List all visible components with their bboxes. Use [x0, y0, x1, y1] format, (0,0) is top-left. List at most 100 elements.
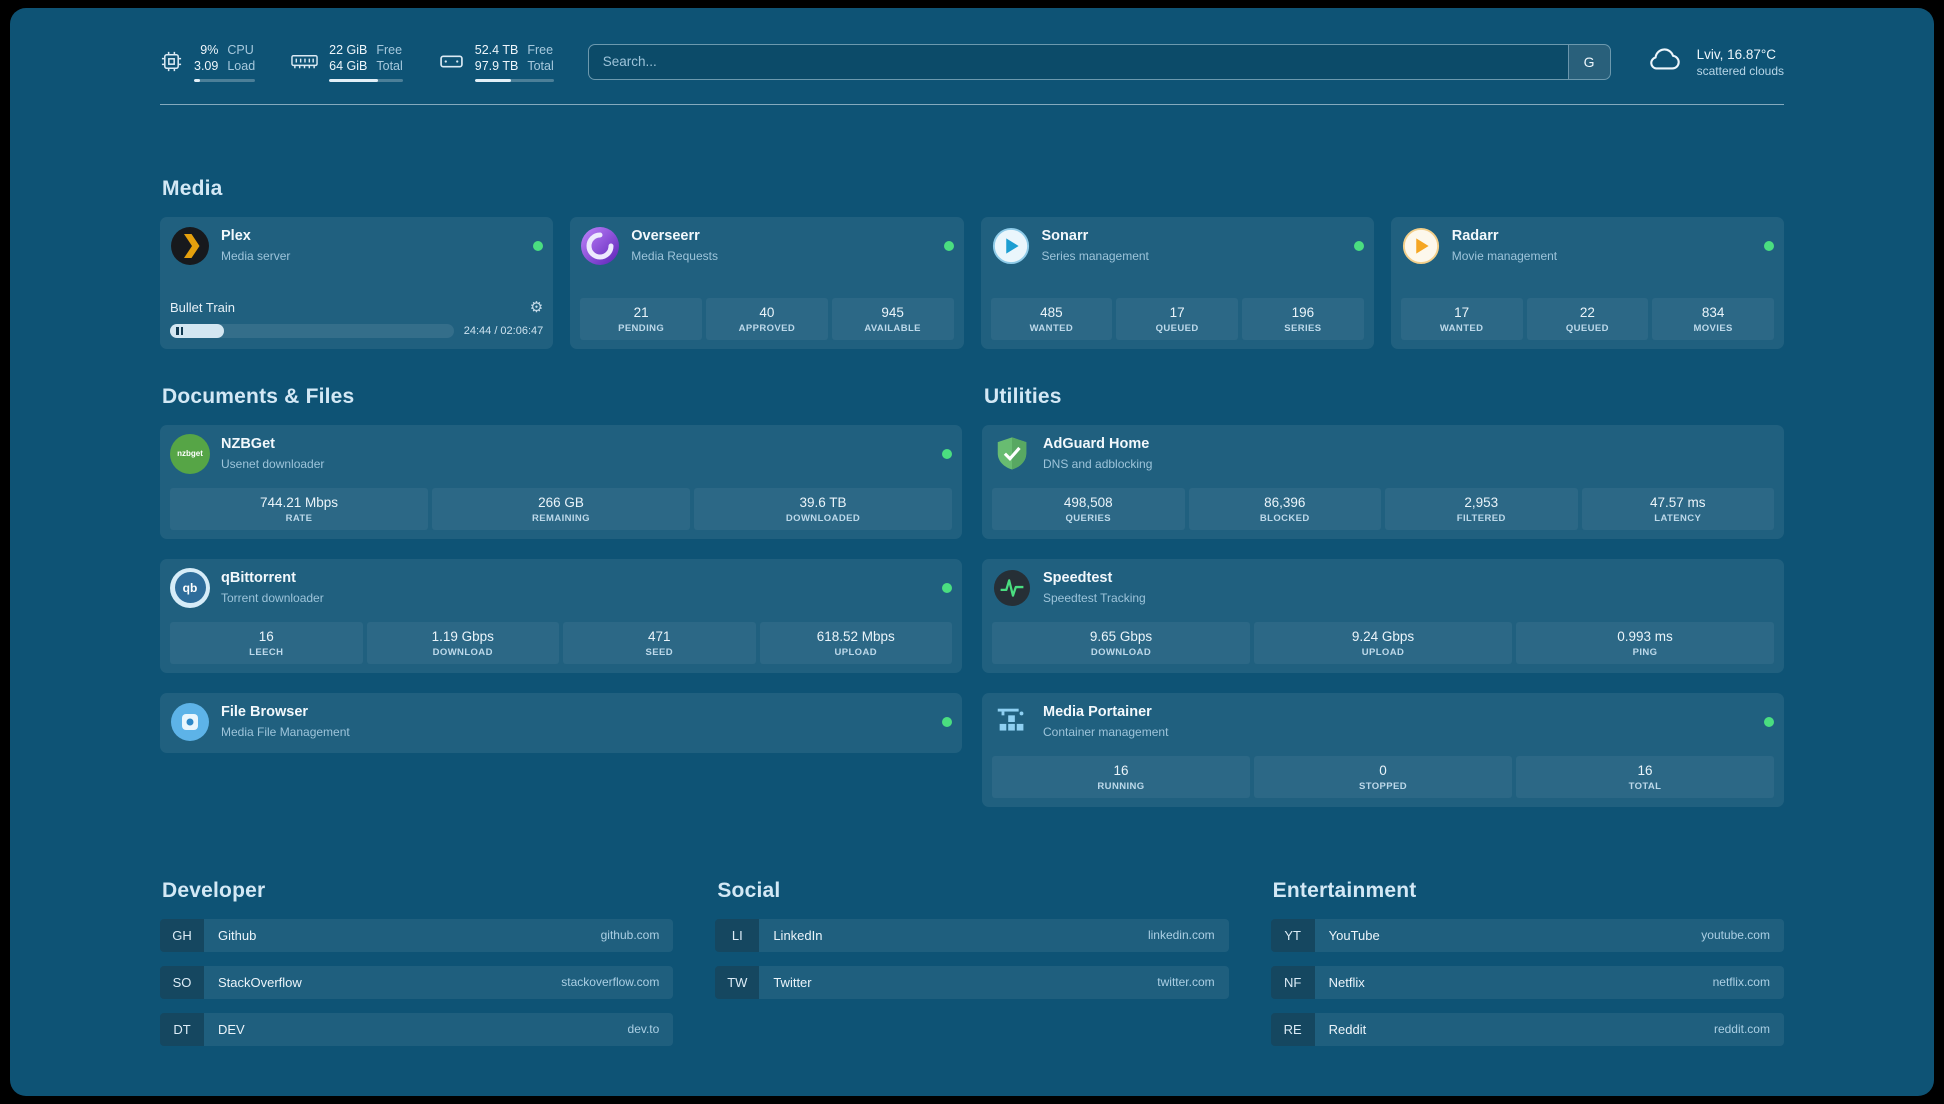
section-title-social: Social [717, 878, 781, 902]
memory-free-value: 22 GiB [329, 43, 368, 57]
topbar-divider [160, 103, 1784, 105]
filebrowser-icon [170, 702, 210, 742]
bookmark-abbr: TW [715, 965, 760, 999]
weather-widget[interactable]: Lviv, 16.87°C scattered clouds [1645, 44, 1784, 79]
disk-free-label: Free [527, 43, 554, 57]
section-title-entertainment: Entertainment [1272, 878, 1417, 902]
resource-widgets: 9% 3.09 CPU Load [160, 42, 554, 82]
service-subtitle: Movie management [1451, 248, 1558, 263]
adguard-icon [992, 434, 1032, 474]
playback-progress-bar[interactable] [170, 323, 454, 338]
bookmark-stackoverflow[interactable]: SO StackOverflow stackoverflow.com [160, 965, 674, 999]
service-name: Overseerr [631, 228, 700, 245]
radarr-icon [1401, 226, 1441, 266]
memory-total-value: 64 GiB [329, 59, 368, 74]
cloud-icon [1645, 44, 1685, 79]
service-subtitle: Media File Management [221, 724, 350, 739]
cpu-load-label: Load [227, 59, 256, 74]
bookmark-domain: twitter.com [1157, 975, 1215, 989]
stat-blocked: 86,396 BLOCKED [1188, 487, 1381, 530]
pause-icon[interactable] [176, 326, 183, 335]
stat-seed: 471 SEED [563, 621, 756, 664]
cpu-usage-value: 9% [200, 43, 219, 57]
bookmarks: Developer GH Github github.com SO StackO… [160, 879, 1784, 1097]
service-name: File Browser [221, 704, 309, 721]
status-dot [942, 582, 952, 593]
weather-location: Lviv, 16.87°C [1696, 46, 1777, 62]
stat-pending: 21 PENDING [580, 297, 702, 340]
bookmark-domain: stackoverflow.com [561, 975, 660, 989]
stat-approved: 40 APPROVED [706, 297, 828, 340]
service-card-plex[interactable]: Plex Media server Bullet Train ⚙ [160, 216, 554, 349]
service-subtitle: DNS and adblocking [1043, 456, 1153, 471]
status-dot [942, 448, 952, 459]
cpu-usage-bar [194, 78, 256, 82]
service-subtitle: Media server [221, 248, 291, 263]
bookmark-label: Netflix [1328, 974, 1365, 990]
bookmark-domain: youtube.com [1701, 928, 1770, 942]
service-subtitle: Usenet downloader [221, 456, 325, 471]
memory-total-label: Total [376, 59, 403, 74]
search-input[interactable] [588, 44, 1568, 79]
bookmark-group-entertainment: Entertainment YT YouTube youtube.com NF … [1270, 878, 1784, 1060]
service-card-qbittorrent[interactable]: qb qBittorrent Torrent downloader 16 LEEC… [160, 558, 962, 673]
section-title-media: Media [162, 176, 223, 200]
stat-downloaded: 39.6 TB DOWNLOADED [694, 487, 952, 530]
search-provider-button[interactable]: G [1567, 44, 1610, 79]
disk-total-label: Total [527, 59, 554, 74]
stat-queries: 498,508 QUERIES [992, 487, 1185, 530]
bookmark-youtube[interactable]: YT YouTube youtube.com [1270, 918, 1784, 952]
section-media: Media Plex Media server [160, 177, 1784, 349]
status-dot [1764, 716, 1774, 727]
section-title-documents: Documents & Files [162, 384, 355, 408]
bookmark-domain: netflix.com [1712, 975, 1770, 989]
cpu-icon [160, 50, 183, 73]
bookmark-linkedin[interactable]: LI LinkedIn linkedin.com [715, 918, 1229, 952]
cpu-load-value: 3.09 [194, 59, 219, 74]
plex-icon [170, 226, 210, 266]
service-card-filebrowser[interactable]: File Browser Media File Management [160, 692, 962, 753]
status-dot [943, 240, 954, 251]
cpu-usage-label: CPU [227, 43, 254, 57]
bookmark-label: YouTube [1328, 927, 1380, 943]
service-name: Sonarr [1041, 228, 1089, 245]
qbittorrent-icon: qb [170, 567, 210, 608]
stat-movies: 834 MOVIES [1652, 297, 1774, 340]
service-card-adguard[interactable]: AdGuard Home DNS and adblocking 498,508 Q… [982, 424, 1784, 539]
stat-upload: 618.52 Mbps UPLOAD [759, 621, 952, 664]
memory-usage-bar [329, 78, 403, 82]
stat-queued: 22 QUEUED [1526, 297, 1649, 340]
bookmark-domain: dev.to [627, 1022, 660, 1036]
stat-stopped: 0 STOPPED [1254, 755, 1512, 798]
service-card-sonarr[interactable]: Sonarr Series management 485 WANTED 17 QUE… [980, 216, 1374, 349]
bookmark-netflix[interactable]: NF Netflix netflix.com [1270, 965, 1784, 999]
search-bar: G [587, 43, 1611, 80]
bookmark-twitter[interactable]: TW Twitter twitter.com [715, 965, 1229, 999]
now-playing-title: Bullet Train [170, 299, 236, 315]
weather-condition: scattered clouds [1696, 63, 1784, 78]
service-card-overseerr[interactable]: Overseerr Media Requests 21 PENDING 40 APP… [570, 216, 964, 349]
settings-icon[interactable]: ⚙ [529, 298, 544, 316]
disk-usage-bar [474, 78, 554, 82]
bookmark-abbr: DT [160, 1012, 204, 1046]
bookmark-reddit[interactable]: RE Reddit reddit.com [1270, 1012, 1784, 1046]
bookmark-label: LinkedIn [773, 927, 823, 943]
bookmark-label: Github [218, 927, 257, 943]
service-card-radarr[interactable]: Radarr Movie management 17 WANTED 22 QUEUE… [1390, 216, 1784, 349]
nzbget-icon: nzbget [170, 433, 210, 474]
bookmark-github[interactable]: GH Github github.com [160, 918, 674, 952]
status-dot [533, 240, 544, 251]
stat-leech: 16 LEECH [170, 621, 363, 664]
service-name: Media Portainer [1043, 704, 1152, 721]
service-card-portainer[interactable]: Media Portainer Container management 16 R… [982, 692, 1784, 807]
bookmark-abbr: RE [1270, 1012, 1315, 1046]
service-card-nzbget[interactable]: nzbget NZBGet Usenet downloader 744.21 M… [160, 424, 962, 539]
top-bar: 9% 3.09 CPU Load [160, 42, 1784, 82]
stat-available: 945 AVAILABLE [831, 297, 954, 340]
service-card-speedtest[interactable]: Speedtest Speedtest Tracking 9.65 Gbps DO… [982, 558, 1784, 673]
service-subtitle: Speedtest Tracking [1043, 590, 1146, 605]
service-subtitle: Media Requests [631, 248, 718, 263]
bookmark-abbr: LI [715, 918, 760, 952]
bookmark-dev[interactable]: DT DEV dev.to [160, 1012, 674, 1046]
status-dot [942, 716, 952, 727]
